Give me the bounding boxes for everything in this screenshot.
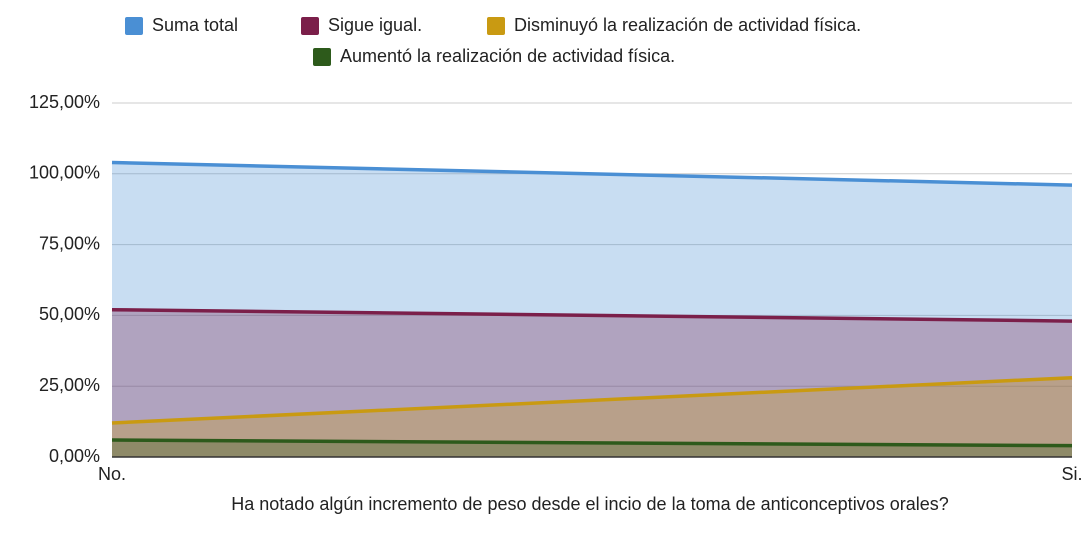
area bbox=[112, 440, 1072, 457]
line bbox=[111, 438, 1073, 448]
y-tick-label: 75,00% bbox=[39, 233, 100, 253]
legend-label: Disminuyó la realización de actividad fí… bbox=[514, 15, 861, 35]
x-axis-title: Ha notado algún incremento de peso desde… bbox=[231, 494, 948, 514]
line bbox=[111, 375, 1073, 425]
y-tick-label: 125,00% bbox=[29, 92, 100, 112]
line bbox=[111, 307, 1073, 323]
legend-label: Sigue igual. bbox=[328, 15, 422, 35]
y-tick-label: 100,00% bbox=[29, 163, 100, 183]
area bbox=[112, 377, 1072, 457]
y-tick-label: 25,00% bbox=[39, 375, 100, 395]
x-tick-label: No. bbox=[98, 464, 126, 484]
legend-label: Aumentó la realización de actividad físi… bbox=[340, 46, 675, 66]
y-tick-label: 0,00% bbox=[49, 446, 100, 466]
area bbox=[112, 309, 1072, 457]
x-tick-label: Si. bbox=[1061, 464, 1082, 484]
legend-swatch bbox=[313, 48, 331, 66]
legend-swatch bbox=[125, 17, 143, 35]
legend-swatch bbox=[487, 17, 505, 35]
legend-swatch bbox=[301, 17, 319, 35]
area bbox=[112, 162, 1072, 458]
y-tick-label: 50,00% bbox=[39, 304, 100, 324]
line bbox=[111, 160, 1073, 187]
legend-label: Suma total bbox=[152, 15, 238, 35]
